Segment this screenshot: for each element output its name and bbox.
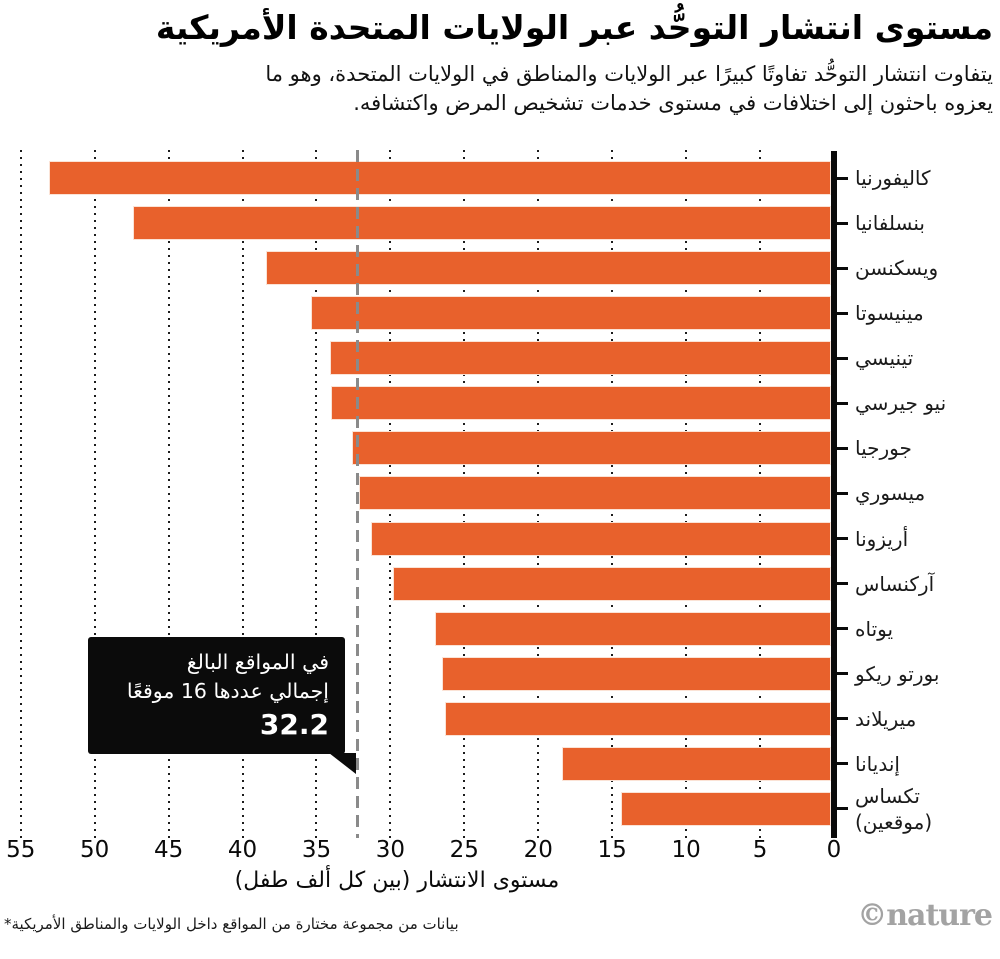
- category-tick-4: [837, 356, 848, 360]
- category-label-8: أريزونا: [855, 526, 909, 551]
- x-tick-label-15: 15: [597, 837, 627, 863]
- category-tick-0: [837, 176, 848, 180]
- subtitle-line-2: يعزوه باحثون إلى اختلافات في مستوى خدمات…: [353, 91, 993, 115]
- bar-row-3: [310, 296, 831, 331]
- category-tick-1: [837, 221, 848, 225]
- gridline-35: [315, 150, 318, 838]
- bar-row-2: [266, 251, 831, 286]
- x-tick-label-0: 0: [826, 837, 842, 863]
- x-tick-label-50: 50: [80, 837, 110, 863]
- bar-row-4: [329, 341, 831, 376]
- category-tick-8: [837, 537, 848, 541]
- nature-logo: ©nature: [857, 898, 993, 933]
- annotation-line-2: إجمالي عددها 16 موقعًا: [126, 679, 329, 703]
- bar-row-13: [561, 746, 831, 781]
- x-tick-label-45: 45: [153, 837, 184, 863]
- category-label-2: ويسكنسن: [855, 256, 939, 281]
- x-tick-label-5: 5: [752, 837, 768, 863]
- x-tick-label-40: 40: [227, 837, 258, 863]
- category-label-9: آركنساس: [855, 571, 935, 596]
- category-tick-5: [837, 401, 848, 405]
- bar-row-7: [359, 476, 831, 511]
- x-tick-label-30: 30: [375, 837, 406, 863]
- chart-title: مستوى انتشار التوحُّد عبر الولايات المتح…: [155, 8, 993, 47]
- bar-row-10: [434, 611, 831, 646]
- category-tick-3: [837, 311, 848, 315]
- x-tick-label-20: 20: [523, 837, 553, 863]
- category-tick-14: [837, 807, 848, 811]
- category-label-0: كاليفورنيا: [855, 166, 931, 190]
- annotation-line-1: في المواقع البالغ: [186, 650, 329, 674]
- chart-subtitle: يتفاوت انتشار التوحُّد تفاوتًا كبيرًا عب…: [148, 60, 993, 118]
- category-label-4: تينيسي: [855, 346, 914, 371]
- x-axis-label: مستوى الانتشار (بين كل ألف طفل): [234, 868, 560, 893]
- gridline-55: [19, 150, 22, 838]
- category-label-6: جورجيا: [855, 436, 912, 461]
- x-tick-label-35: 35: [301, 837, 332, 863]
- gridline-45: [167, 150, 170, 838]
- category-label-5: نيو جيرسي: [855, 391, 947, 416]
- gridline-50: [93, 150, 96, 838]
- category-label-12: ميريلاند: [855, 706, 917, 731]
- category-tick-6: [837, 446, 848, 450]
- category-tick-12: [837, 717, 848, 721]
- bar-row-11: [442, 656, 831, 691]
- category-label-11: بورتو ريكو: [855, 661, 940, 686]
- x-tick-label-25: 25: [449, 837, 479, 863]
- category-tick-11: [837, 672, 848, 676]
- bar-row-8: [371, 521, 831, 556]
- annotation-pointer: [329, 753, 356, 774]
- annotation-value: 32.2: [259, 708, 329, 741]
- x-tick-label-55: 55: [6, 837, 36, 863]
- bar-row-1: [133, 206, 831, 241]
- category-tick-2: [837, 266, 848, 270]
- category-label-7: ميسوري: [855, 481, 926, 506]
- category-label-14: تكساس (موقعين): [855, 783, 933, 834]
- category-label-13: إنديانا: [855, 751, 900, 776]
- gridline-40: [241, 150, 244, 838]
- category-label-10: يوتاه: [855, 616, 894, 641]
- bar-row-5: [331, 386, 831, 421]
- annotation-callout: في المواقع البالغ إجمالي عددها 16 موقعًا…: [88, 637, 345, 754]
- x-tick-label-10: 10: [671, 837, 701, 863]
- subtitle-line-1: يتفاوت انتشار التوحُّد تفاوتًا كبيرًا عب…: [265, 62, 993, 86]
- category-tick-10: [837, 627, 848, 631]
- category-tick-7: [837, 491, 848, 495]
- footnote: بيانات من مجموعة مختارة من المواقع داخل …: [4, 915, 459, 933]
- reference-line-dashed: [356, 150, 359, 838]
- category-tick-13: [837, 762, 848, 766]
- category-tick-9: [837, 582, 848, 586]
- zero-axis-line: [831, 151, 837, 838]
- bar-row-9: [393, 566, 831, 601]
- category-label-1: بنسلفانيا: [855, 211, 925, 236]
- bar-row-14: [621, 791, 831, 826]
- bar-row-12: [445, 701, 831, 736]
- category-label-3: مينيسوتا: [855, 301, 924, 326]
- bar-row-0: [48, 161, 831, 195]
- bar-row-6: [351, 431, 831, 466]
